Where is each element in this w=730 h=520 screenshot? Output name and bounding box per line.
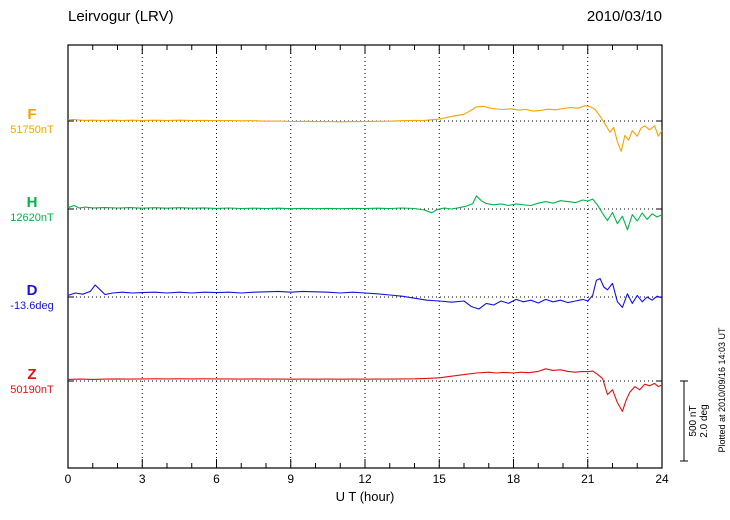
- x-tick-label: 15: [432, 472, 446, 486]
- date-label: 2010/03/10: [586, 8, 662, 25]
- x-tick-label: 6: [213, 472, 220, 486]
- trace-baseline-H: 12620nT: [10, 212, 54, 224]
- trace-label-F: F: [27, 106, 37, 123]
- trace-F: [67, 105, 663, 152]
- trace-D: [67, 278, 663, 310]
- scale-bar: [680, 380, 688, 462]
- x-axis-title: U T (hour): [335, 489, 395, 504]
- x-tick-label: 18: [506, 472, 521, 486]
- trace-baseline-Z: 50190nT: [10, 384, 54, 396]
- trace-H: [67, 195, 663, 231]
- x-tick-label: 0: [64, 472, 72, 486]
- trace-baseline-F: 51750nT: [10, 124, 54, 136]
- scale-nt-label: 500 nT: [688, 405, 699, 437]
- x-tick-label: 12: [358, 472, 372, 486]
- trace-baseline-D: -13.6deg: [10, 300, 54, 312]
- x-tick-label: 24: [655, 472, 669, 486]
- station-title: Leirvogur (LRV): [68, 8, 174, 25]
- x-tick-label: 3: [138, 472, 146, 486]
- trace-Z: [67, 368, 663, 412]
- scale-deg-label: 2.0 deg: [699, 404, 710, 438]
- x-tick-label: 21: [581, 472, 595, 486]
- x-tick-label: 9: [287, 472, 295, 486]
- trace-label-Z: Z: [27, 366, 37, 383]
- trace-label-H: H: [26, 194, 38, 211]
- trace-label-D: D: [26, 282, 38, 299]
